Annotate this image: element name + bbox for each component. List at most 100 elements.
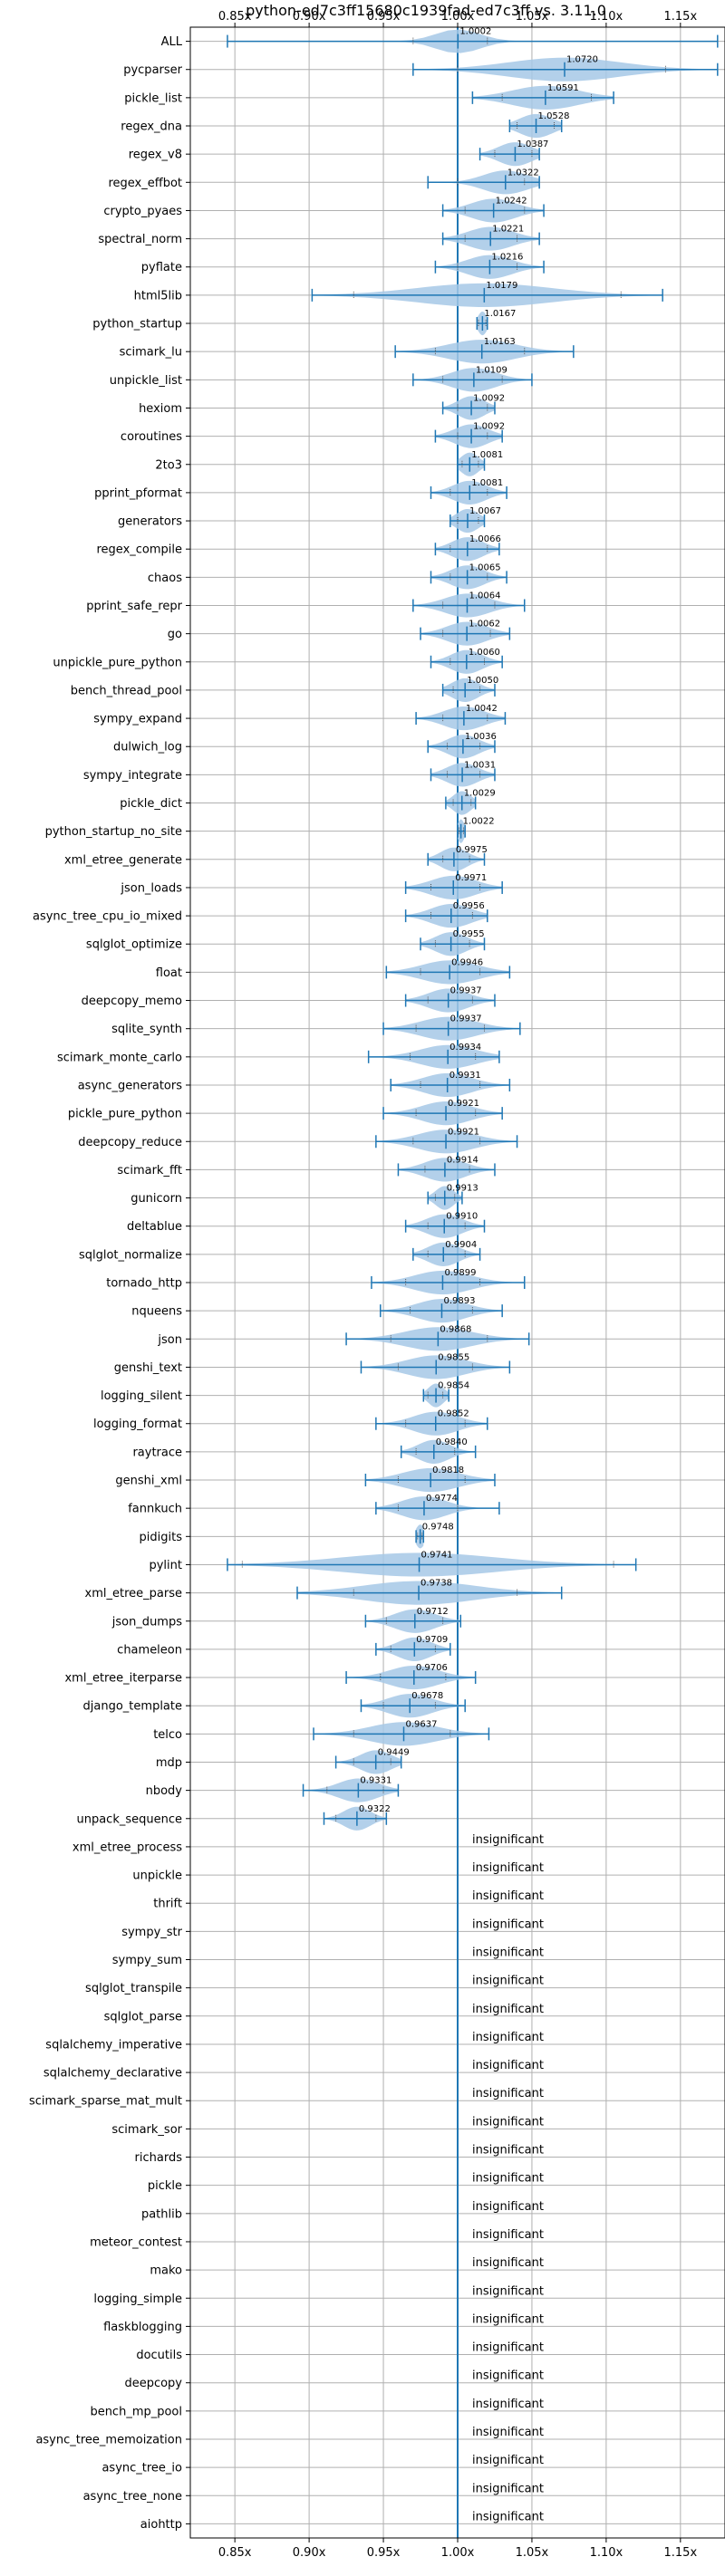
violin-value-label: 0.9956 — [453, 901, 485, 911]
benchmark-label: docutils — [136, 2349, 182, 2362]
violin-value-label: 1.0064 — [469, 591, 500, 601]
violin-value-label: 1.0062 — [469, 620, 500, 630]
benchmark-label: telco — [153, 1728, 182, 1742]
benchmark-label: pylint — [149, 1559, 182, 1572]
violin-value-label: 1.0179 — [486, 281, 517, 291]
benchmark-label: unpickle_pure_python — [53, 656, 182, 669]
benchmark-label: spectral_norm — [98, 233, 182, 246]
insignificant-label: insignificant — [472, 2312, 544, 2326]
violin-value-label: 1.0591 — [547, 83, 579, 93]
violin-value-label: 0.9706 — [416, 1663, 448, 1673]
benchmark-label: scimark_fft — [117, 1164, 182, 1177]
insignificant-label: insignificant — [472, 2059, 544, 2072]
benchmark-label: richards — [135, 2151, 183, 2165]
insignificant-label: insignificant — [472, 1918, 544, 1931]
x-tick-label-top: 1.00x — [441, 10, 475, 24]
benchmark-label: genshi_xml — [115, 1475, 182, 1488]
violin-value-label: 0.9738 — [420, 1579, 452, 1589]
benchmark-label: nqueens — [131, 1305, 182, 1319]
violin-value-label: 0.9971 — [455, 873, 487, 883]
insignificant-label: insignificant — [472, 1833, 544, 1847]
violin-layer — [227, 27, 719, 2538]
violin-value-label: 1.0216 — [491, 253, 523, 263]
insignificant-label: insignificant — [472, 2115, 544, 2129]
benchmark-label: pyflate — [141, 261, 182, 274]
insignificant-label: insignificant — [472, 1975, 544, 1988]
violin-value-label: 0.9322 — [359, 1804, 391, 1814]
violin-value-label: 1.0163 — [484, 337, 516, 347]
benchmark-label: bench_mp_pool — [90, 2405, 182, 2418]
benchmark-label: async_generators — [78, 1079, 183, 1092]
benchmark-label: raytrace — [132, 1446, 182, 1459]
violin-value-label: 1.0042 — [466, 704, 498, 714]
benchmark-label: json_dumps — [111, 1615, 182, 1629]
violin-value-label: 1.0092 — [473, 422, 505, 432]
benchmark-label: ALL — [161, 35, 183, 49]
benchmark-label: sqlalchemy_imperative — [45, 2038, 182, 2052]
violin-value-label: 0.9934 — [450, 1043, 481, 1053]
benchmark-label: regex_v8 — [129, 149, 182, 162]
benchmark-label: mdp — [156, 1756, 182, 1770]
violin-value-label: 0.9709 — [416, 1635, 448, 1645]
insignificant-label: insignificant — [472, 2256, 544, 2270]
benchmark-label: pickle_list — [124, 91, 182, 105]
violin-value-label: 0.9331 — [360, 1776, 392, 1786]
benchmark-label: tornado_http — [106, 1277, 182, 1291]
x-tick-label-top: 1.05x — [516, 10, 549, 24]
x-tick-label-top: 0.95x — [367, 10, 401, 24]
benchmark-label: meteor_contest — [90, 2235, 182, 2249]
violin-value-label: 0.9893 — [443, 1296, 475, 1306]
violin-value-label: 1.0036 — [465, 732, 497, 742]
benchmark-label: flaskblogging — [103, 2321, 182, 2334]
benchmark-label: async_tree_io — [102, 2462, 182, 2475]
benchmark-label: scimark_monte_carlo — [57, 1051, 182, 1064]
x-tick-label-bottom: 1.10x — [590, 2546, 624, 2560]
violin-value-label: 0.9840 — [436, 1437, 468, 1447]
benchmark-label: xml_etree_iterparse — [64, 1672, 182, 1686]
x-tick-label-top: 0.85x — [218, 10, 252, 24]
violin-value-label: 1.0050 — [467, 676, 498, 686]
benchmark-label: json — [157, 1333, 182, 1347]
violin-value-label: 1.0081 — [471, 478, 503, 488]
insignificant-label: insignificant — [472, 1946, 544, 1960]
benchmark-label: thrift — [153, 1898, 182, 1911]
benchmark-label: pathlib — [141, 2207, 182, 2221]
benchmark-label: async_tree_none — [83, 2490, 182, 2504]
label-layer: 0.85x 0.85x 0.90x 0.90x 0.95x 0.95x 1.00x 1.00x… — [29, 10, 697, 2560]
violin-value-label: 1.0031 — [464, 760, 496, 770]
benchmark-label: pickle_pure_python — [68, 1108, 182, 1121]
violin-value-label: 0.9910 — [446, 1212, 478, 1222]
insignificant-label: insignificant — [472, 2510, 544, 2523]
benchmark-label: pickle — [148, 2179, 182, 2193]
benchmark-label: xml_etree_parse — [85, 1587, 182, 1600]
chart-title: python-ed7c3ff15680c1939fad-ed7c3ff vs. … — [246, 2, 606, 19]
benchmark-label: logging_format — [93, 1418, 182, 1431]
benchmark-label: sqlalchemy_declarative — [44, 2067, 182, 2081]
violin-value-label: 0.9854 — [438, 1381, 469, 1391]
violin-value-label: 0.9748 — [422, 1522, 454, 1532]
violin-value-label: 1.0081 — [471, 450, 503, 460]
benchmark-label: deepcopy — [124, 2377, 182, 2390]
violin-value-label: 0.9946 — [451, 957, 483, 967]
violin-value-label: 1.0109 — [476, 365, 508, 375]
benchmark-label: go — [168, 628, 182, 641]
violin-value-label: 0.9868 — [440, 1324, 471, 1334]
benchmark-label: aiohttp — [140, 2518, 182, 2532]
violin-value-label: 0.9921 — [448, 1099, 479, 1109]
benchmark-label: pickle_dict — [120, 797, 182, 811]
violin-value-label: 0.9774 — [426, 1494, 458, 1504]
violin-value-label: 0.9904 — [445, 1240, 477, 1250]
violin-value-label: 0.9855 — [438, 1352, 469, 1362]
benchmark-label: hexiom — [139, 402, 182, 416]
x-tick-label-bottom: 1.15x — [664, 2546, 698, 2560]
benchmark-label: sqlite_synth — [111, 1023, 182, 1036]
benchmark-label: deepcopy_reduce — [78, 1136, 182, 1149]
x-tick-label-top: 1.10x — [590, 10, 624, 24]
violin-value-label: 0.9637 — [406, 1719, 438, 1729]
violin-value-label: 0.9975 — [456, 845, 488, 855]
benchmark-label: chaos — [148, 572, 182, 585]
violin-value-label: 1.0066 — [469, 534, 501, 544]
violin-value-label: 1.0167 — [484, 309, 516, 319]
benchmark-label: unpack_sequence — [76, 1812, 182, 1826]
